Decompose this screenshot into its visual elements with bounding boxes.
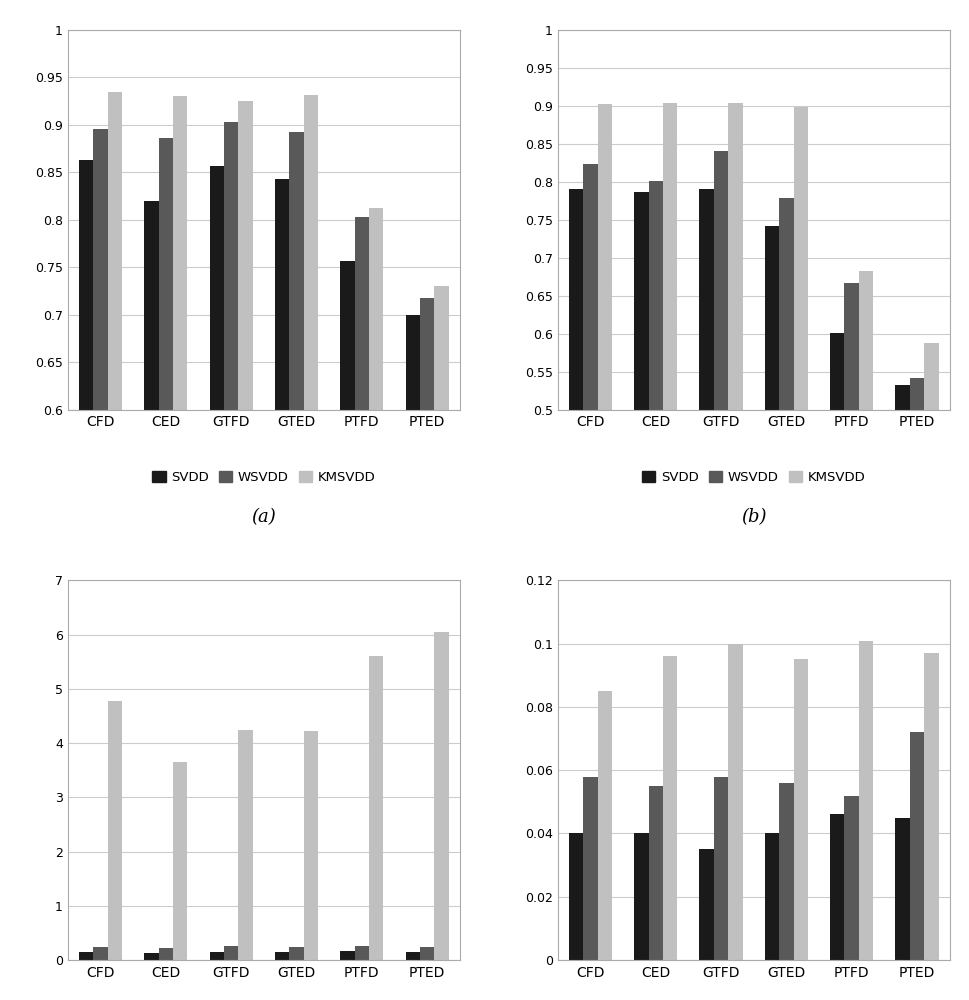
Bar [78,160,93,979]
Bar [569,833,583,960]
Bar [910,732,924,960]
Legend: SVDD, WSVDD, KMSVDD: SVDD, WSVDD, KMSVDD [637,466,870,489]
Bar [78,952,93,960]
Bar [159,948,173,960]
Legend: SVDD, WSVDD, KMSVDD: SVDD, WSVDD, KMSVDD [147,466,381,489]
Bar [859,641,873,960]
Bar [209,166,224,979]
Bar [173,96,187,979]
Bar [714,777,728,960]
Bar [794,659,808,960]
Bar [924,653,939,960]
Bar [275,179,290,979]
Bar [108,701,122,960]
Bar [924,343,939,789]
Bar [779,783,794,960]
Bar [663,103,677,789]
Bar [224,122,238,979]
Bar [663,656,677,960]
Bar [290,947,303,960]
Bar [144,953,159,960]
Bar [598,104,612,789]
Bar [275,952,290,960]
Bar [173,762,187,960]
Bar [728,644,742,960]
Text: (a): (a) [251,508,276,526]
Bar [303,95,318,979]
Bar [340,951,355,960]
Bar [895,818,910,960]
Bar [844,796,859,960]
Bar [648,786,663,960]
Bar [369,656,384,960]
Bar [238,730,253,960]
Bar [434,286,449,979]
Bar [303,731,318,960]
Bar [583,777,598,960]
Bar [144,201,159,979]
Bar [598,691,612,960]
Bar [340,261,355,979]
Bar [634,833,648,960]
Bar [434,632,449,960]
Bar [700,849,714,960]
Bar [405,315,420,979]
Bar [420,298,434,979]
Bar [830,333,844,789]
Bar [583,164,598,789]
Bar [648,181,663,789]
Bar [765,833,779,960]
Bar [159,138,173,979]
Bar [405,952,420,960]
Bar [830,814,844,960]
Bar [859,271,873,789]
Bar [108,92,122,979]
Bar [355,946,369,960]
Bar [910,378,924,789]
Bar [369,208,384,979]
Bar [779,198,794,789]
Bar [290,132,303,979]
Bar [765,226,779,789]
Bar [714,151,728,789]
Bar [634,192,648,789]
Bar [93,947,108,960]
Bar [569,189,583,789]
Bar [794,107,808,789]
Bar [895,385,910,789]
Text: (b): (b) [741,508,766,526]
Bar [420,947,434,960]
Bar [93,129,108,979]
Bar [238,101,253,979]
Bar [844,283,859,789]
Bar [728,103,742,789]
Bar [700,189,714,789]
Bar [355,217,369,979]
Bar [224,946,238,960]
Bar [209,952,224,960]
